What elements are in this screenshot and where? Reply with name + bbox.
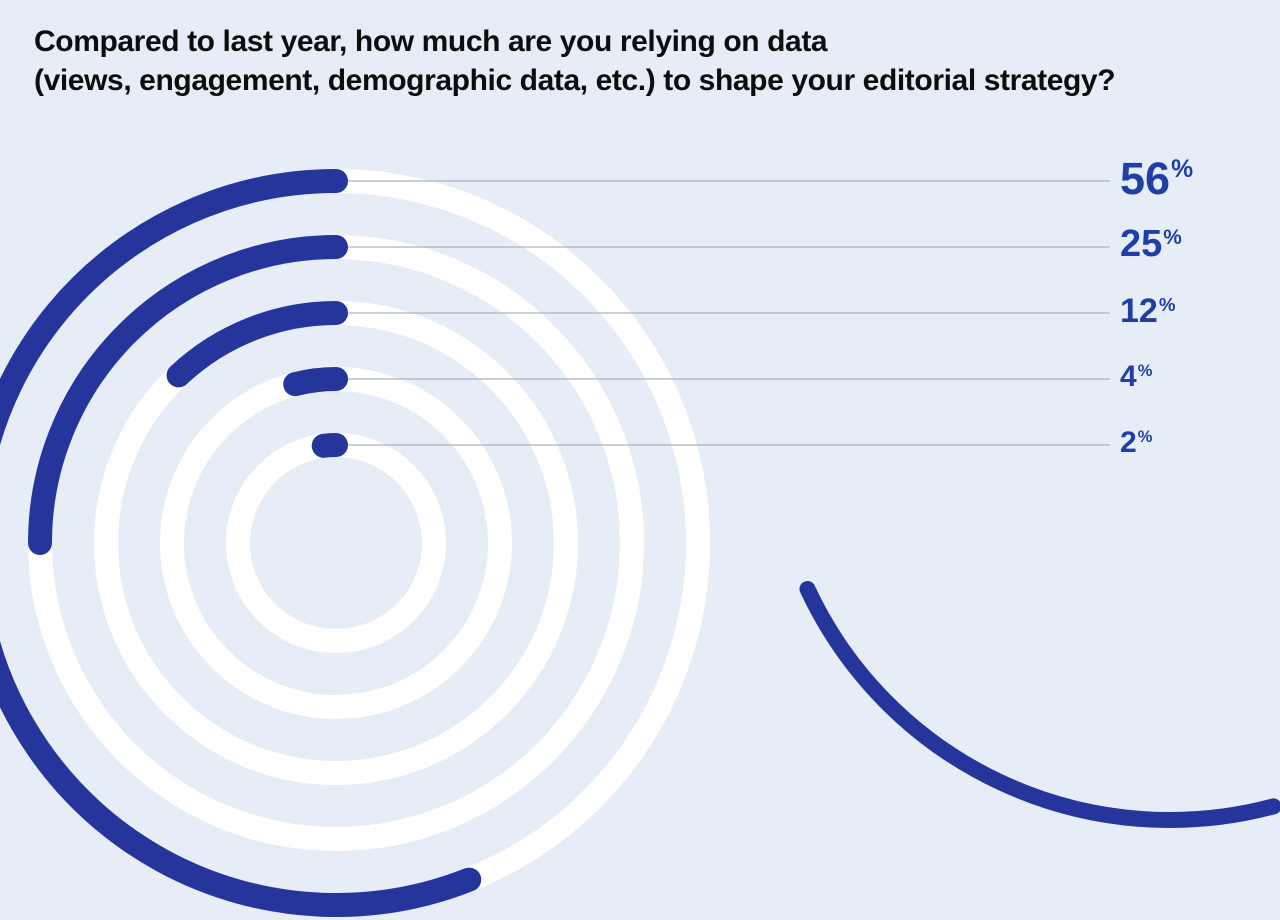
series-value: 4% (1120, 360, 1152, 394)
series-value: 25% (1120, 223, 1182, 266)
series-value: 56% (1120, 153, 1193, 205)
series-value: 12% (1120, 292, 1175, 331)
radial-chart (0, 0, 1280, 920)
series-value: 2% (1120, 426, 1152, 460)
